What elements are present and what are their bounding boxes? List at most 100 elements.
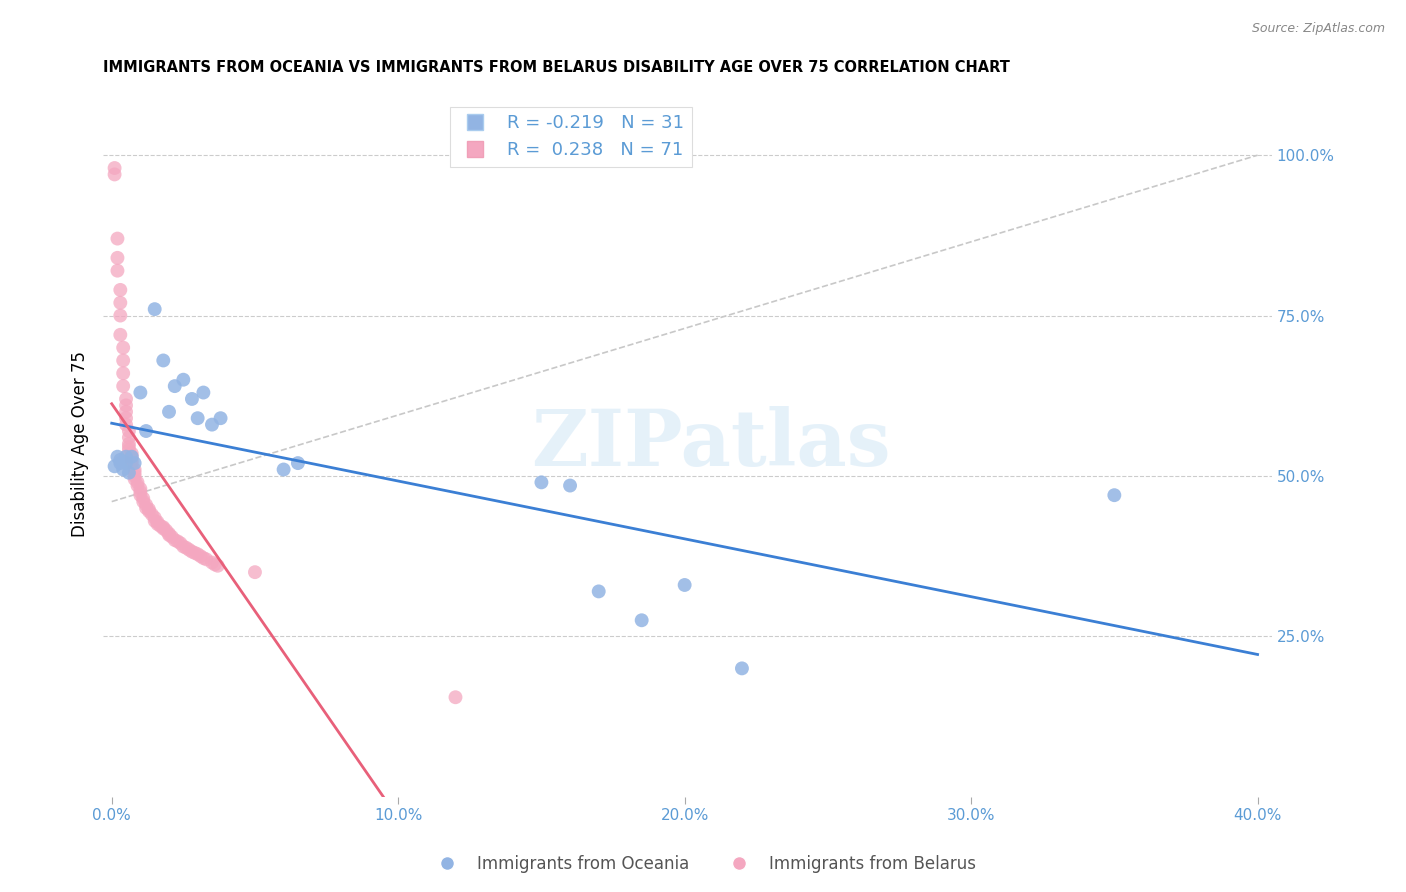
Point (190, 549, 212, 563)
Point (107, 251, 129, 265)
Point (132, 494, 155, 508)
Point (195, 552, 218, 566)
Point (121, 453, 143, 467)
Point (287, 456, 309, 470)
Point (103, 161, 125, 175)
Point (630, 613, 652, 627)
Y-axis label: Disability Age Over 75: Disability Age Over 75 (72, 351, 89, 537)
Point (172, 373, 194, 387)
Point (157, 528, 180, 542)
Point (138, 502, 160, 516)
Text: ZIPatlas: ZIPatlas (531, 406, 891, 482)
Point (121, 450, 143, 464)
Point (135, 424, 157, 438)
Point (107, 263, 129, 277)
Point (121, 450, 143, 464)
Point (673, 578, 696, 592)
Point (110, 295, 132, 310)
Point (152, 353, 174, 368)
Point (181, 544, 204, 558)
Point (132, 491, 155, 506)
Text: IMMIGRANTS FROM OCEANIA VS IMMIGRANTS FROM BELARUS DISABILITY AGE OVER 75 CORREL: IMMIGRANTS FROM OCEANIA VS IMMIGRANTS FR… (103, 60, 1010, 75)
Point (143, 510, 166, 524)
Point (112, 341, 135, 355)
Legend: R = -0.219   N = 31, R =  0.238   N = 71: R = -0.219 N = 31, R = 0.238 N = 71 (450, 107, 692, 167)
Point (129, 482, 152, 496)
Point (243, 565, 266, 579)
Point (163, 379, 186, 393)
Point (129, 488, 152, 502)
Point (103, 168, 125, 182)
Point (110, 327, 132, 342)
Point (118, 430, 141, 444)
Point (115, 450, 138, 464)
Point (118, 443, 141, 458)
Point (209, 411, 232, 425)
Point (107, 450, 129, 464)
Point (124, 469, 146, 483)
Point (124, 456, 146, 470)
Point (193, 551, 215, 566)
Point (138, 504, 160, 518)
Point (115, 456, 138, 470)
Point (135, 501, 157, 516)
Point (172, 540, 194, 554)
Point (118, 424, 141, 438)
Point (118, 466, 141, 480)
Point (146, 516, 169, 531)
Point (121, 456, 143, 470)
Point (110, 309, 132, 323)
Point (174, 541, 197, 555)
Point (110, 283, 132, 297)
Point (152, 520, 174, 534)
Point (143, 302, 166, 317)
Point (107, 231, 129, 245)
Point (588, 584, 610, 599)
Point (181, 392, 204, 406)
Point (115, 405, 138, 419)
Point (187, 411, 209, 425)
Point (143, 514, 166, 528)
Point (157, 526, 180, 541)
Point (187, 547, 209, 561)
Point (124, 462, 146, 476)
Point (115, 411, 138, 425)
Point (115, 417, 138, 432)
Point (115, 392, 138, 406)
Point (177, 542, 200, 557)
Point (530, 475, 553, 490)
Point (112, 366, 135, 380)
Point (193, 385, 215, 400)
Legend: Immigrants from Oceania, Immigrants from Belarus: Immigrants from Oceania, Immigrants from… (423, 848, 983, 880)
Point (112, 379, 135, 393)
Point (201, 417, 224, 432)
Point (118, 440, 141, 454)
Point (204, 558, 226, 572)
Point (135, 498, 157, 512)
Point (155, 524, 177, 538)
Point (112, 462, 135, 476)
Point (444, 690, 467, 705)
Point (127, 475, 149, 490)
Text: Source: ZipAtlas.com: Source: ZipAtlas.com (1251, 22, 1385, 36)
Point (129, 485, 152, 500)
Point (110, 453, 132, 467)
Point (184, 546, 207, 560)
Point (201, 556, 224, 570)
Point (127, 478, 149, 492)
Point (146, 515, 169, 529)
Point (149, 519, 172, 533)
Point (169, 536, 191, 550)
Point (118, 437, 141, 451)
Point (115, 398, 138, 412)
Point (160, 530, 183, 544)
Point (124, 466, 146, 480)
Point (1104, 488, 1126, 502)
Point (141, 508, 163, 522)
Point (273, 462, 295, 476)
Point (152, 522, 174, 536)
Point (163, 533, 186, 547)
Point (110, 456, 132, 470)
Point (157, 405, 180, 419)
Point (166, 534, 188, 549)
